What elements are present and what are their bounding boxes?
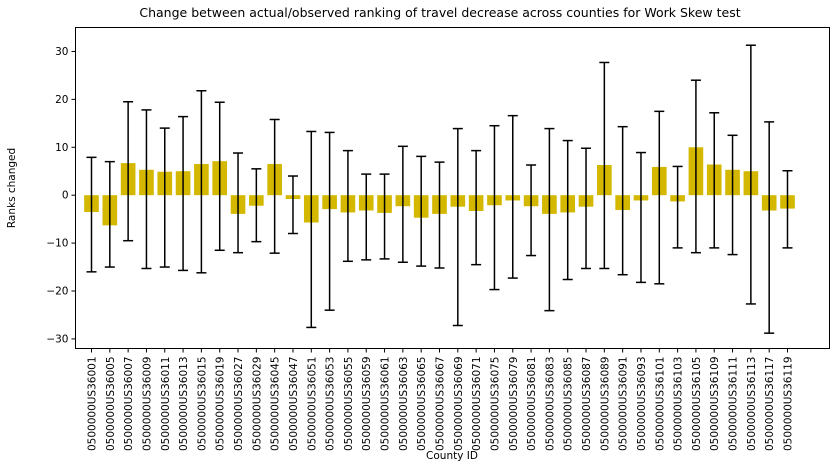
error-bar <box>397 145 408 264</box>
x-tick-label: 0500000US36011 <box>160 357 172 452</box>
error-bar <box>233 152 244 254</box>
error-bar <box>324 131 335 311</box>
y-tick-label: 20 <box>55 94 68 106</box>
error-bar <box>178 115 189 272</box>
x-axis: 0500000US36001 0500000US36005 0500000US360… <box>87 348 795 452</box>
x-tick-label: 0500000US36113 <box>746 357 758 452</box>
y-axis: −30 −20 −10 0 10 20 30 <box>46 46 76 345</box>
error-bar <box>196 89 207 274</box>
error-bar <box>361 173 372 261</box>
x-axis-label: County ID <box>426 450 478 462</box>
x-tick-label: 0500000US36111 <box>728 357 740 452</box>
x-tick-label: 0500000US36013 <box>178 357 190 452</box>
x-tick-label: 0500000US36087 <box>581 357 593 452</box>
error-bar <box>526 164 537 257</box>
error-bar <box>452 127 463 327</box>
error-bar <box>782 170 793 249</box>
x-tick-label: 0500000US36091 <box>618 357 630 452</box>
x-tick-label: 0500000US36001 <box>87 357 99 452</box>
error-bar <box>654 110 665 285</box>
x-tick-label: 0500000US36059 <box>361 357 373 452</box>
errorbars-group <box>86 44 793 334</box>
x-tick-label: 0500000US36055 <box>343 357 355 452</box>
error-bar <box>214 101 225 252</box>
x-tick-label: 0500000US36119 <box>783 357 795 452</box>
x-tick-label: 0500000US36007 <box>123 357 135 452</box>
x-tick-label: 0500000US36069 <box>453 357 465 452</box>
x-tick-label: 0500000US36067 <box>435 357 447 452</box>
error-bar <box>581 147 592 270</box>
chart-title: Change between actual/observed ranking o… <box>139 5 740 20</box>
x-tick-label: 0500000US36051 <box>306 357 318 452</box>
error-bar <box>379 173 390 260</box>
error-bar <box>690 79 701 254</box>
y-tick-label: 0 <box>62 190 69 202</box>
x-tick-label: 0500000US36053 <box>325 357 337 452</box>
y-tick-label: −20 <box>46 286 68 298</box>
error-bar <box>86 156 97 273</box>
error-bar <box>434 161 445 269</box>
x-tick-label: 0500000US36005 <box>105 357 117 452</box>
error-bar <box>489 124 500 291</box>
x-tick-label: 0500000US36117 <box>764 357 776 452</box>
error-bar <box>544 127 555 312</box>
error-bar <box>745 44 756 305</box>
x-tick-label: 0500000US36085 <box>563 357 575 452</box>
error-bar <box>104 160 115 268</box>
x-tick-label: 0500000US36029 <box>251 357 263 452</box>
x-tick-label: 0500000US36027 <box>233 357 245 452</box>
y-tick-label: 30 <box>55 46 68 58</box>
error-bar <box>471 149 482 266</box>
error-bar <box>251 168 262 243</box>
x-tick-label: 0500000US36063 <box>398 357 410 452</box>
error-bar <box>269 118 280 254</box>
x-tick-label: 0500000US36019 <box>215 357 227 452</box>
error-bar <box>599 61 610 270</box>
error-bar <box>306 130 317 329</box>
x-tick-label: 0500000US36109 <box>709 357 721 452</box>
x-tick-label: 0500000US36045 <box>270 357 282 452</box>
x-tick-label: 0500000US36083 <box>544 357 556 452</box>
x-tick-label: 0500000US36009 <box>141 357 153 452</box>
x-tick-label: 0500000US36081 <box>526 357 538 452</box>
error-bar <box>727 134 738 256</box>
plot-frame <box>75 27 830 349</box>
x-tick-label: 0500000US36015 <box>196 357 208 452</box>
error-bar <box>672 165 683 249</box>
error-bar <box>342 149 353 263</box>
x-tick-label: 0500000US36079 <box>508 357 520 452</box>
error-bar <box>617 125 628 276</box>
error-bar <box>709 112 720 249</box>
x-tick-label: 0500000US36071 <box>471 357 483 452</box>
x-tick-label: 0500000US36101 <box>654 357 666 452</box>
error-bar <box>141 109 152 270</box>
error-bar <box>764 121 775 334</box>
x-tick-label: 0500000US36075 <box>489 357 501 452</box>
y-axis-label: Ranks changed <box>6 148 18 228</box>
x-tick-label: 0500000US36105 <box>691 357 703 452</box>
error-bar <box>123 101 134 242</box>
x-tick-label: 0500000US36093 <box>636 357 648 452</box>
error-bar <box>507 114 518 279</box>
error-bar <box>635 151 646 284</box>
x-tick-label: 0500000US36089 <box>599 357 611 452</box>
error-bar <box>287 175 298 235</box>
x-tick-label: 0500000US36047 <box>288 357 300 452</box>
y-tick-label: −10 <box>46 238 68 250</box>
x-tick-label: 0500000US36061 <box>380 357 392 452</box>
x-tick-label: 0500000US36103 <box>673 357 685 452</box>
error-bar <box>159 127 170 268</box>
y-tick-label: 10 <box>55 142 68 154</box>
y-tick-label: −30 <box>46 333 68 345</box>
x-tick-label: 0500000US36065 <box>416 357 428 452</box>
error-bar <box>416 155 427 267</box>
error-bar <box>562 139 573 281</box>
